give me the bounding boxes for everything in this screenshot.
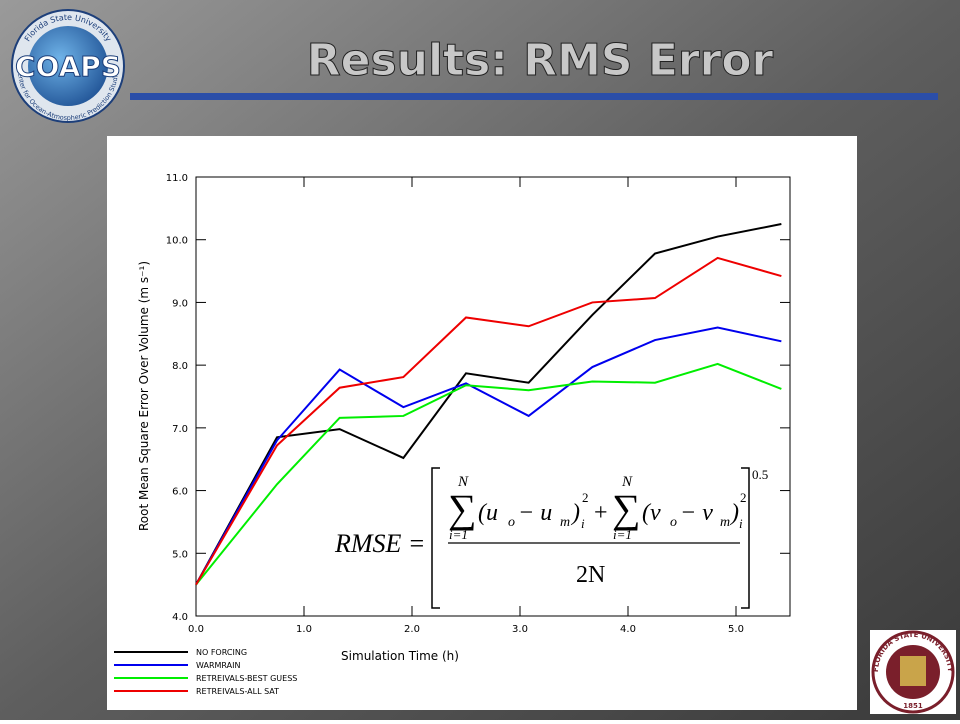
formula-text: ) [729, 500, 739, 526]
y-tick-label: 8.0 [172, 361, 188, 372]
legend-label: NO FORCING [196, 648, 247, 657]
coaps-logo: Florida State University Center for Ocea… [11, 9, 125, 123]
formula-text: m [560, 515, 570, 530]
series-line [195, 256, 782, 586]
series-line [195, 362, 782, 586]
formula-text: 2 [582, 490, 589, 505]
formula-text: N [457, 474, 469, 490]
y-tick-label: 9.0 [172, 298, 188, 309]
formula-brackets [431, 467, 750, 609]
formula-text: i [739, 516, 743, 531]
formula-text: 2N [576, 562, 605, 588]
x-tick-label: 5.0 [728, 624, 744, 635]
formula-text: − u [518, 500, 552, 526]
legend-label: RETREIVALS-BEST GUESS [196, 674, 297, 683]
formula-text: 0.5 [752, 467, 768, 482]
slide-title: Results: RMS Error [307, 35, 774, 86]
formula-text: ∑ [612, 486, 641, 531]
formula-text: m [720, 515, 730, 530]
seal-year: 1851 [903, 702, 923, 710]
formula-text: i=1 [613, 527, 632, 542]
y-tick-label: 5.0 [172, 549, 188, 560]
formula-text: o [670, 515, 677, 530]
y-tick-label: 7.0 [172, 424, 188, 435]
formula-text: ∑ [448, 486, 477, 531]
legend-label: RETREIVALS-ALL SAT [196, 687, 279, 696]
formula-text: o [508, 515, 515, 530]
seal-torches [900, 656, 926, 686]
series-line [195, 223, 782, 586]
x-tick-label: 4.0 [620, 624, 636, 635]
y-tick-label: 10.0 [166, 236, 188, 247]
chart-panel [107, 136, 857, 710]
y-axis-label: Root Mean Square Error Over Volume (m s⁻… [137, 261, 151, 531]
formula: RMSE = ∑ N i=1 (u o − u m ) i 2 + ∑ N i=… [334, 467, 768, 609]
formula-text: (v [642, 500, 661, 526]
series-line [195, 326, 782, 586]
formula-text: i [581, 516, 585, 531]
title-rule [130, 93, 938, 100]
formula-text: N [621, 474, 633, 490]
formula-text: (u [478, 500, 498, 526]
plot-frame [195, 176, 791, 617]
y-tick-label: 6.0 [172, 487, 188, 498]
x-tick-label: 0.0 [188, 624, 204, 635]
formula-text: ) [570, 500, 580, 526]
y-tick-label: 4.0 [172, 612, 188, 623]
legend-label: WARMRAIN [196, 661, 240, 670]
formula-text: + [594, 500, 608, 526]
x-axis-label: Simulation Time (h) [341, 649, 459, 663]
x-tick-label: 3.0 [512, 624, 528, 635]
formula-text: i=1 [449, 527, 468, 542]
logo-globe [28, 26, 108, 106]
y-tick-label: 11.0 [166, 173, 188, 184]
logo-name: COAPS [15, 50, 121, 83]
formula-text: 2 [740, 490, 747, 505]
fsu-seal: FLORIDA STATE UNIVERSITY 1851 [870, 630, 956, 714]
formula-text: − v [680, 500, 713, 526]
x-tick-label: 1.0 [296, 624, 312, 635]
formula-text: RMSE = [334, 529, 425, 558]
x-tick-label: 2.0 [404, 624, 420, 635]
